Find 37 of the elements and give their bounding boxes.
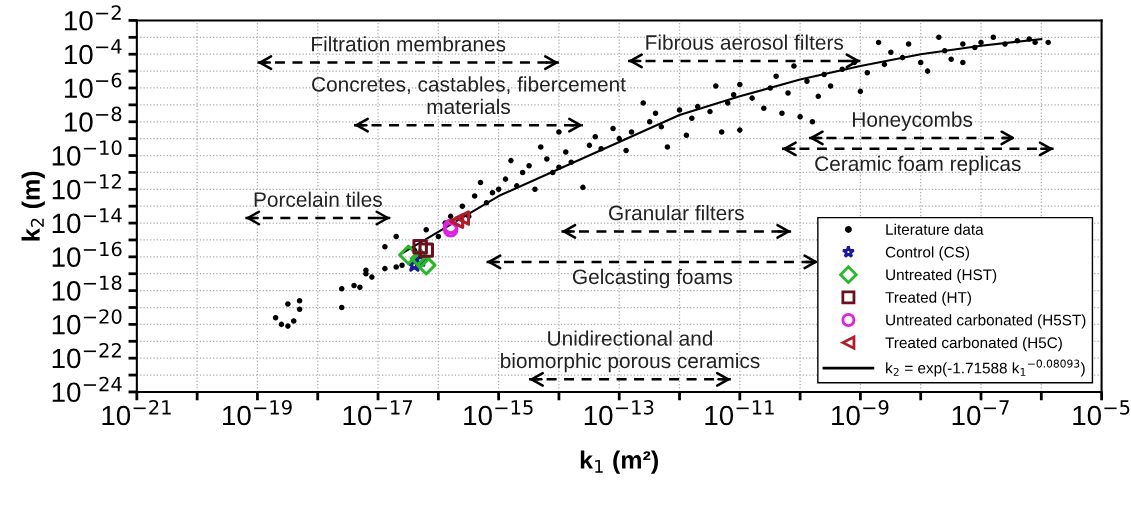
- y-tick-label: 10$^{−8}$: [64, 106, 122, 132]
- series-label: Ceramic foam replicas: [815, 155, 1021, 176]
- y-tick-label: 10$^{−18}$: [52, 275, 122, 301]
- legend-label: Treated carbonated (H5C): [885, 336, 1062, 352]
- series-label: Gelcasting foams: [572, 268, 733, 289]
- x-tick-label: 10$^{−7}$: [952, 400, 1009, 426]
- series-label: Filtration membranes: [312, 36, 506, 52]
- y-axis-title: k$_{2}$ (m): [21, 171, 45, 241]
- x-axis-title: k$_{1}$ (m²): [580, 450, 658, 474]
- y-tick-label: 10$^{−12}$: [52, 174, 121, 200]
- y-tick-label: 10$^{−4}$: [64, 39, 122, 65]
- series-label: Fibrous aerosol filters: [646, 34, 844, 50]
- series-label: Granular filters: [609, 205, 744, 221]
- x-tick-label: 10$^{−11}$: [705, 400, 774, 426]
- y-tick-label: 10$^{−14}$: [52, 208, 122, 234]
- x-tick-label: 10$^{−19}$: [223, 399, 292, 426]
- legend-label: k$_{2}$ = exp(-1.71588 k$_{1}$$^{−0.08093}$): [886, 359, 1085, 377]
- y-tick-label: 10$^{−22}$: [52, 342, 121, 369]
- x-tick-label: 10$^{−15}$: [464, 400, 533, 426]
- series-label: Unidirectional and biomorphic porous ceramics: [501, 330, 760, 373]
- y-tick-label: 10$^{−6}$: [64, 72, 122, 99]
- series-label: Honeycombs: [853, 111, 973, 131]
- y-tick-label: 10$^{−20}$: [52, 309, 122, 335]
- legend-label: Control (CS): [885, 246, 970, 261]
- series-label: Porcelain tiles: [254, 191, 382, 207]
- y-tick-label: 10$^{−16}$: [52, 241, 122, 267]
- x-tick-label: 10$^{−13}$: [584, 399, 654, 426]
- legend-label: Literature data: [886, 223, 984, 235]
- legend-label: Untreated carbonated (H5ST): [886, 314, 1086, 329]
- x-tick-label: 10$^{−9}$: [832, 399, 889, 426]
- y-tick-label: 10$^{−2}$: [64, 5, 121, 31]
- y-tick-label: 10$^{−10}$: [52, 140, 122, 166]
- legend-label: Treated (HT): [885, 291, 971, 306]
- x-tick-label: 10$^{−5}$: [1073, 400, 1130, 426]
- x-tick-label: 10$^{−17}$: [343, 400, 413, 426]
- series-label: Concretes, castables, fibercement materials: [312, 76, 626, 115]
- legend-label: Untreated (HST): [886, 268, 997, 284]
